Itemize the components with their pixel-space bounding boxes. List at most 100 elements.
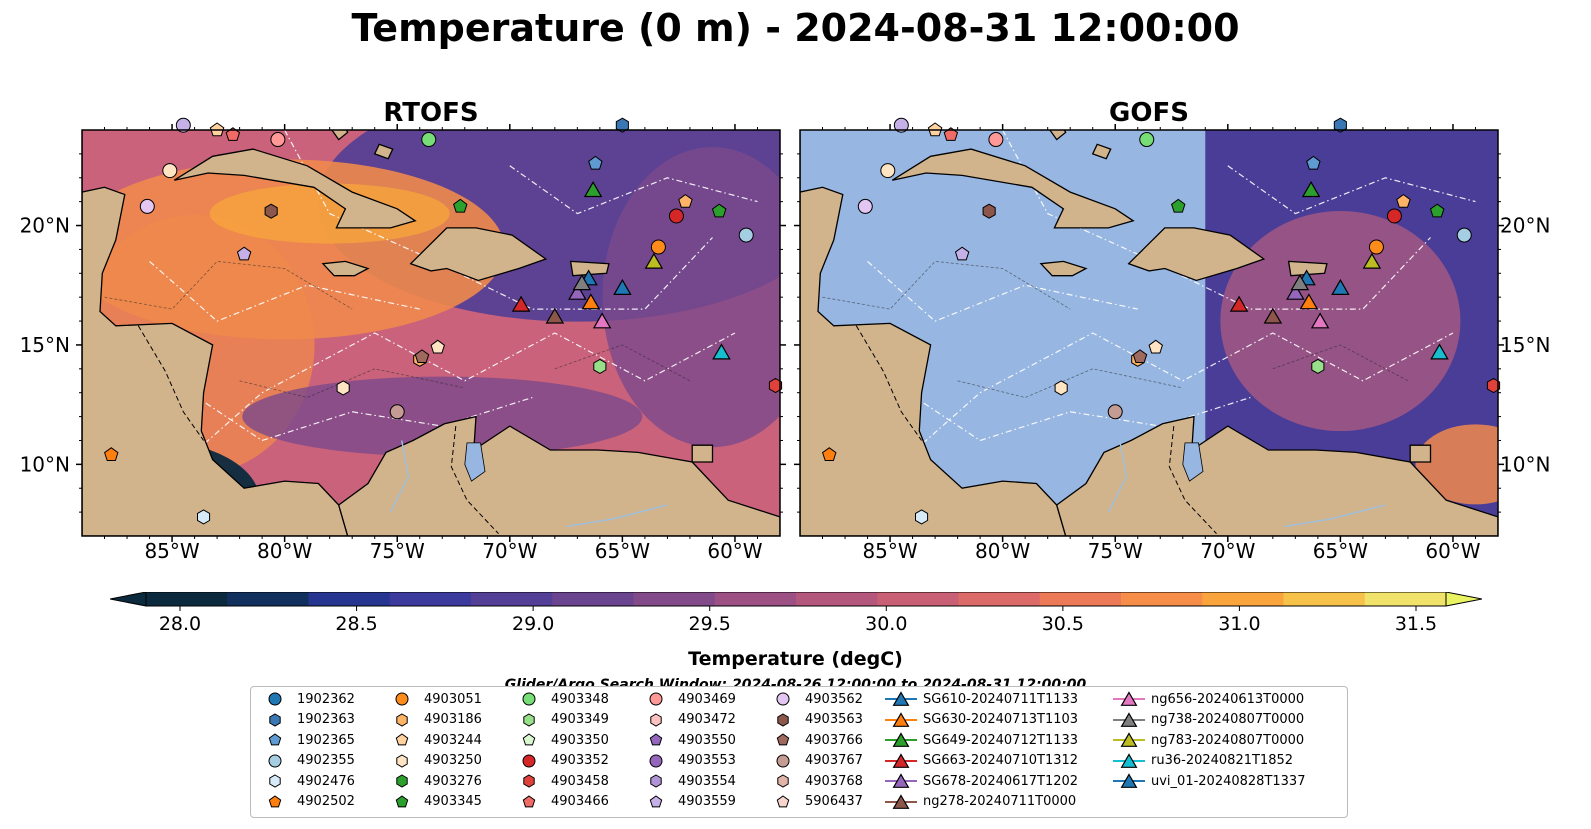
platform-4903767[interactable] [389,404,405,420]
legend-item: 4903186 [384,710,482,730]
platform-ng278-20240711T0000[interactable] [1263,307,1283,324]
platform-4903553[interactable] [175,117,191,133]
legend-marker-pentagon-icon [776,794,790,807]
platform-ng738-20240807T0000[interactable] [572,274,592,291]
legend-item: 4903554 [638,771,736,791]
legend-item: 4903350 [511,730,609,750]
legend-label: 4903553 [678,753,736,768]
platform-4903350[interactable] [430,339,445,354]
platform-SG630-20240713T1103[interactable] [581,293,601,310]
colorbar-tick-label: 29.0 [512,613,554,635]
platform-4903350[interactable] [1148,339,1163,354]
platform-4903051[interactable] [650,239,666,255]
platform-4902476[interactable] [915,509,929,525]
platform-4903345[interactable] [453,198,468,213]
legend-item: ng783-20240807T0000 [1111,730,1304,750]
platform-1902363[interactable] [615,117,629,133]
platform-4903469[interactable] [270,132,286,148]
eez-boundary [171,380,533,442]
platform-1902365[interactable] [588,155,603,170]
platform-5906437[interactable] [880,163,896,179]
platform-4903051[interactable] [1368,239,1384,255]
platform-ng783-20240807T0000[interactable] [1362,252,1382,269]
platform-4903276[interactable] [264,203,278,219]
platform-4903458[interactable] [1486,377,1501,394]
platform-SG649-20240712T1133[interactable] [1301,180,1321,198]
platform-4903469[interactable] [988,132,1004,148]
platform-4903766[interactable] [1132,349,1148,363]
platform-5906437[interactable] [162,163,178,179]
platform-4902476[interactable] [197,509,211,525]
platform-4903562[interactable] [857,198,873,214]
platform-4903562[interactable] [139,198,155,214]
legend-item: 4903559 [638,792,736,812]
platform-uvi_01-20240828T1337[interactable] [1331,278,1350,295]
platform-4903349[interactable] [593,358,607,374]
platform-SG630-20240713T1103[interactable] [1299,293,1319,310]
legend-label: SG663-20240710T1312 [923,753,1079,768]
platform-4903766[interactable] [414,349,430,363]
platform-4903349[interactable] [1311,358,1325,374]
platform-4903472[interactable] [678,193,693,208]
colorbar-tick-label: 31.0 [1218,613,1260,635]
legend-marker-triangle-icon [885,732,917,747]
platform-SG663-20240710T1312[interactable] [511,295,531,312]
platform-ng783-20240807T0000[interactable] [644,252,664,269]
platform-ng656-20240613T0000[interactable] [592,312,612,329]
legend-item: 5906437 [765,792,863,812]
eez-boundary [149,260,420,322]
platform-4903472[interactable] [1396,193,1411,208]
legend-item: 4902502 [257,792,355,812]
rtofs-temperature-map[interactable] [76,117,786,542]
platform-4903550[interactable] [954,246,970,261]
bathymetry-contour [104,260,353,310]
legend-label: 5906437 [805,794,863,809]
platform-4903466[interactable] [225,127,241,141]
platform-1902363[interactable] [1333,117,1347,133]
legend-label: 4903352 [551,753,609,768]
lon-tick-label: 80°W [257,539,312,563]
platform-4902502[interactable] [822,447,837,461]
colorbar-segment [714,592,797,606]
platform-SG649-20240712T1133[interactable] [583,180,603,198]
platform-1902362[interactable] [738,227,754,243]
platform-1902365[interactable] [1306,155,1321,170]
platform-4903352[interactable] [1386,208,1402,224]
legend-label: 4903563 [805,712,863,727]
platform-4903276[interactable] [982,203,996,219]
platform-4903563[interactable] [1429,203,1445,218]
gofs-temperature-map[interactable] [794,117,1504,542]
platform-ru36-20240821T1852[interactable] [712,343,731,360]
platform-uvi_01-20240828T1337[interactable] [613,278,632,295]
legend-item: ng656-20240613T0000 [1111,689,1304,709]
platform-SG678-20240617T1202[interactable] [1286,283,1305,300]
platform-4903250[interactable] [1054,380,1068,396]
platform-ru36-20240821T1852[interactable] [1430,343,1449,360]
legend-item: 4903458 [511,771,609,791]
legend-item: 1902362 [257,689,355,709]
platform-4902502[interactable] [104,447,119,461]
platform-1902362[interactable] [1456,227,1472,243]
platform-4903250[interactable] [336,380,350,396]
platform-ng278-20240711T0000[interactable] [545,307,565,324]
platform-4903458[interactable] [768,377,783,394]
legend-item: SG649-20240712T1133 [883,730,1078,750]
platform-4903466[interactable] [943,127,959,141]
legend-label: 4903051 [424,691,482,707]
platform-4903348[interactable] [421,132,437,148]
platform-SG663-20240710T1312[interactable] [1229,295,1249,312]
gofs-warm-region [1415,424,1498,505]
platform-ng738-20240807T0000[interactable] [1290,274,1310,291]
platform-4903348[interactable] [1139,132,1155,148]
platform-4903563[interactable] [711,203,727,218]
platform-4903352[interactable] [668,208,684,224]
legend-label: 4903766 [805,732,863,748]
land-bahamas-b [1091,143,1112,160]
legend-item: 4903244 [384,730,482,750]
platform-4903767[interactable] [1107,404,1123,420]
platform-SG678-20240617T1202[interactable] [568,283,587,300]
platform-4903553[interactable] [893,117,909,133]
platform-4903550[interactable] [236,246,252,261]
platform-ng656-20240613T0000[interactable] [1310,312,1330,329]
platform-4903345[interactable] [1171,198,1186,213]
